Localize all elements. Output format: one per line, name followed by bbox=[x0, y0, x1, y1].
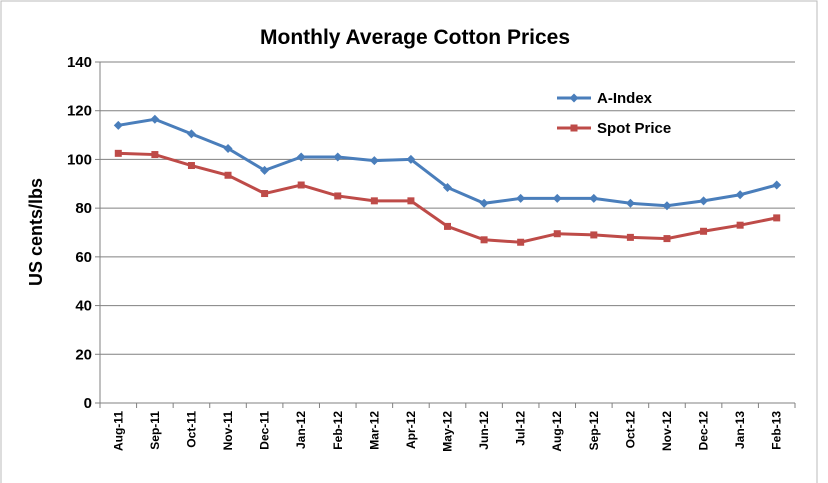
y-tick-label: 80 bbox=[75, 200, 92, 217]
marker bbox=[407, 197, 415, 205]
marker bbox=[736, 221, 744, 229]
marker bbox=[517, 238, 525, 246]
marker bbox=[150, 114, 160, 124]
marker bbox=[700, 227, 708, 235]
marker bbox=[625, 198, 635, 208]
marker bbox=[570, 124, 578, 132]
marker bbox=[334, 192, 342, 200]
x-tick-label: Feb-12 bbox=[331, 411, 345, 450]
x-tick-label: Nov-12 bbox=[660, 411, 674, 451]
marker bbox=[187, 162, 195, 170]
chart-title: Monthly Average Cotton Prices bbox=[260, 26, 570, 49]
marker bbox=[479, 198, 489, 208]
y-tick-label: 0 bbox=[84, 395, 92, 412]
x-tick-label: Feb-13 bbox=[770, 411, 784, 450]
marker bbox=[333, 152, 343, 162]
y-tick-label: 120 bbox=[67, 103, 92, 120]
marker bbox=[772, 180, 782, 190]
x-tick-label: Jan-13 bbox=[733, 411, 747, 449]
marker bbox=[151, 151, 159, 159]
x-tick-label: May-12 bbox=[441, 411, 455, 452]
marker bbox=[114, 149, 122, 157]
marker bbox=[553, 230, 561, 238]
x-tick-label: Oct-11 bbox=[184, 411, 198, 448]
x-tick-label: Jan-12 bbox=[294, 411, 308, 449]
marker bbox=[261, 190, 269, 198]
x-tick-label: Jun-12 bbox=[477, 411, 491, 450]
marker bbox=[735, 190, 745, 200]
y-tick-label: 60 bbox=[75, 249, 92, 266]
x-tick-label: Apr-12 bbox=[404, 411, 418, 449]
x-tick-label: Dec-11 bbox=[258, 411, 272, 450]
marker bbox=[406, 154, 416, 164]
marker bbox=[569, 93, 579, 103]
x-tick-label: Aug-12 bbox=[550, 411, 564, 452]
marker bbox=[552, 193, 562, 203]
x-tick-label: Aug-11 bbox=[111, 411, 125, 451]
x-tick-label: Jul-12 bbox=[514, 411, 528, 446]
y-tick-label: 40 bbox=[75, 298, 92, 315]
x-tick-label: Dec-12 bbox=[697, 411, 711, 451]
marker bbox=[480, 236, 488, 244]
x-tick-label: Mar-12 bbox=[367, 411, 381, 450]
x-tick-label: Nov-11 bbox=[221, 411, 235, 451]
y-tick-label: 20 bbox=[75, 346, 92, 363]
marker bbox=[590, 231, 598, 239]
marker bbox=[223, 143, 233, 153]
marker bbox=[626, 233, 634, 241]
marker bbox=[369, 156, 379, 166]
marker bbox=[699, 196, 709, 206]
marker bbox=[297, 181, 305, 189]
x-tick-label: Sep-12 bbox=[587, 411, 601, 451]
y-tick-label: 100 bbox=[67, 151, 92, 168]
x-tick-label: Oct-12 bbox=[623, 411, 637, 449]
marker bbox=[370, 197, 378, 205]
marker bbox=[444, 222, 451, 230]
marker bbox=[186, 129, 196, 139]
marker bbox=[662, 201, 672, 211]
marker bbox=[589, 193, 599, 203]
marker bbox=[224, 171, 232, 179]
marker bbox=[260, 165, 270, 175]
marker bbox=[443, 182, 452, 192]
legend-label: Spot Price bbox=[597, 120, 671, 137]
y-axis-label: US cents/lbs bbox=[26, 178, 46, 286]
marker bbox=[773, 214, 781, 222]
x-tick-label: Sep-11 bbox=[148, 411, 162, 450]
marker bbox=[516, 193, 526, 203]
y-tick-label: 140 bbox=[67, 54, 92, 71]
marker bbox=[663, 235, 671, 243]
legend-label: A-Index bbox=[597, 90, 653, 107]
marker bbox=[296, 152, 306, 162]
marker bbox=[113, 120, 123, 130]
